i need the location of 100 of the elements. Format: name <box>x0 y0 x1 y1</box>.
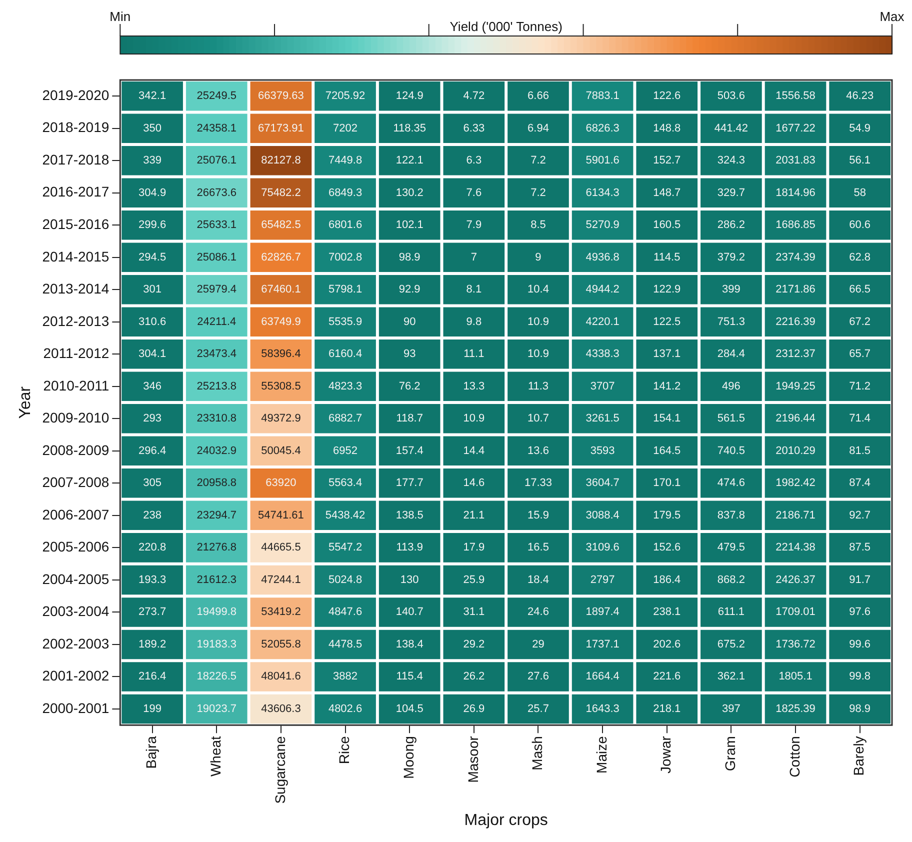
data-label: 87.4 <box>849 477 871 490</box>
data-label: 25249.5 <box>196 90 237 102</box>
data-label: 19499.8 <box>196 606 237 618</box>
data-label: 25213.8 <box>196 380 237 392</box>
data-label: 47244.1 <box>261 574 301 586</box>
data-label: 5798.1 <box>328 284 362 296</box>
data-label: 3707 <box>590 380 615 392</box>
data-label: 2186.71 <box>776 509 816 522</box>
color-bar-title: Yield ('000' Tonnes) <box>450 19 562 34</box>
data-label: 130 <box>400 574 419 586</box>
data-label: 3261.5 <box>586 412 620 425</box>
data-label: 62826.7 <box>261 251 301 264</box>
data-label: 98.9 <box>398 251 420 264</box>
y-tick-label: 2005-2006 <box>42 538 110 555</box>
data-label: 102.1 <box>396 219 424 232</box>
data-label: 75482.2 <box>261 186 301 199</box>
data-label: 90 <box>403 316 416 328</box>
data-label: 14.6 <box>463 477 485 490</box>
x-tick-label: Mash <box>529 736 546 770</box>
data-label: 25633.1 <box>196 219 237 232</box>
y-tick-label: 2009-2010 <box>42 410 110 426</box>
data-label: 19023.7 <box>196 702 237 715</box>
data-label: 27.6 <box>528 670 549 683</box>
data-label: 4.72 <box>463 90 485 102</box>
data-label: 1805.1 <box>778 670 812 683</box>
data-label: 186.4 <box>653 574 681 586</box>
data-label: 58396.4 <box>261 348 301 360</box>
data-label: 379.2 <box>717 251 745 264</box>
data-label: 8.1 <box>466 284 482 296</box>
data-label: 6.33 <box>463 122 485 134</box>
data-label: 21276.8 <box>196 542 237 554</box>
data-label: 7883.1 <box>586 90 620 102</box>
y-tick-label: 2003-2004 <box>42 603 110 620</box>
data-label: 1814.96 <box>776 186 816 199</box>
data-label: 25076.1 <box>196 154 237 167</box>
data-label: 2196.44 <box>776 412 816 425</box>
data-label: 350 <box>143 122 162 134</box>
y-tick-label: 2018-2019 <box>42 119 110 136</box>
data-label: 21.1 <box>463 509 485 522</box>
data-label: 25979.4 <box>196 284 237 296</box>
data-label: 65.7 <box>849 348 871 360</box>
data-label: 67460.1 <box>261 284 301 296</box>
data-label: 238.1 <box>653 606 681 618</box>
data-label: 20958.8 <box>196 477 237 490</box>
data-label: 1643.3 <box>586 702 620 715</box>
data-label: 122.5 <box>653 316 681 328</box>
data-label: 67.2 <box>849 316 871 328</box>
data-label: 118.7 <box>396 412 423 425</box>
data-label: 2216.39 <box>776 316 816 328</box>
data-label: 397 <box>722 702 740 715</box>
data-label: 5535.9 <box>328 316 362 328</box>
data-label: 1825.39 <box>776 702 816 715</box>
data-label: 141.2 <box>653 380 681 392</box>
x-tick-label: Jowar <box>658 736 674 774</box>
data-label: 1737.1 <box>586 638 620 650</box>
data-label: 299.6 <box>138 219 166 232</box>
data-label: 92.7 <box>849 509 871 522</box>
data-label: 6.66 <box>528 90 549 102</box>
data-label: 24358.1 <box>196 122 237 134</box>
data-label: 4944.2 <box>586 284 620 296</box>
data-label: 6826.3 <box>586 122 620 134</box>
x-tick-label: Bajra <box>143 736 160 769</box>
x-tick-label: Masoor <box>464 736 481 783</box>
data-label: 4220.1 <box>586 316 620 328</box>
y-tick-label: 2002-2003 <box>42 635 110 652</box>
data-label: 868.2 <box>717 574 745 586</box>
data-label: 1897.4 <box>586 606 620 618</box>
data-label: 3593 <box>590 444 615 457</box>
data-label: 218.1 <box>653 702 681 715</box>
data-label: 23473.4 <box>196 348 237 360</box>
data-label: 31.1 <box>463 606 485 618</box>
data-label: 177.7 <box>396 477 424 490</box>
data-label: 1556.58 <box>776 90 816 102</box>
x-tick-label: Maize <box>593 736 610 774</box>
data-label: 740.5 <box>717 444 745 457</box>
data-label: 305 <box>143 477 162 490</box>
data-label: 122.6 <box>653 90 681 102</box>
data-label: 154.1 <box>653 412 681 425</box>
data-label: 441.42 <box>714 122 748 134</box>
data-label: 1736.72 <box>776 638 816 650</box>
data-label: 164.5 <box>653 444 681 457</box>
data-label: 138.4 <box>396 638 424 650</box>
data-label: 15.9 <box>528 509 549 522</box>
color-bar-label: Min <box>110 9 131 24</box>
data-label: 284.4 <box>717 348 745 360</box>
data-label: 342.1 <box>138 90 166 102</box>
data-label: 474.6 <box>717 477 745 490</box>
data-label: 25.7 <box>528 702 549 715</box>
data-label: 216.4 <box>138 670 166 683</box>
data-label: 675.2 <box>717 638 745 650</box>
data-label: 6952 <box>333 444 358 457</box>
x-tick-label: Cotton <box>786 736 802 778</box>
data-label: 238 <box>143 509 162 522</box>
data-label: 8.5 <box>530 219 546 232</box>
data-label: 137.1 <box>653 348 681 360</box>
data-label: 3088.4 <box>586 509 620 522</box>
data-label: 60.6 <box>849 219 871 232</box>
data-label: 2171.86 <box>776 284 816 296</box>
data-label: 2031.83 <box>776 154 816 167</box>
data-label: 329.7 <box>717 186 745 199</box>
